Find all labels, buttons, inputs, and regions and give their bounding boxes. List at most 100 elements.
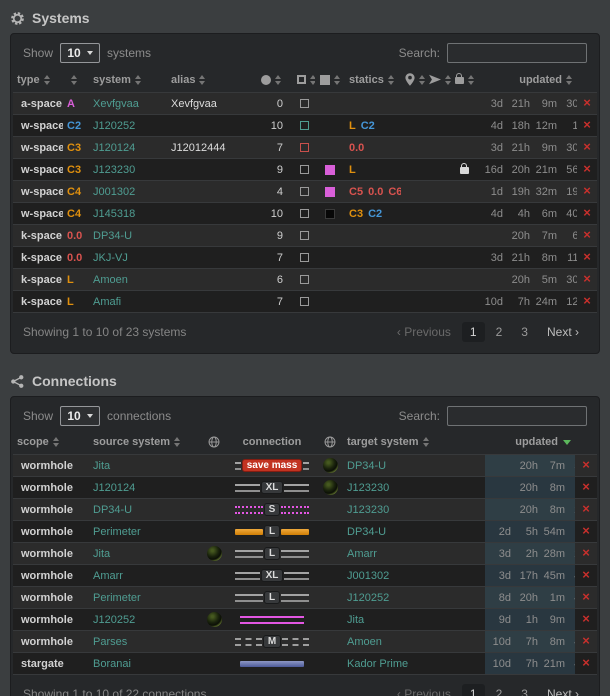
col-system-header[interactable]: system xyxy=(89,71,167,93)
connection-row[interactable]: wormhole DP34-U S J123230 20h 8m23s × xyxy=(13,498,597,521)
source-system-link[interactable]: Perimeter xyxy=(93,591,141,604)
delete-button[interactable]: × xyxy=(582,633,590,649)
delete-button[interactable]: × xyxy=(582,523,590,539)
connection-row[interactable]: stargate Boranai Kador Prime 10d 7h 21m41s × xyxy=(13,652,597,675)
col-source-globe-header[interactable] xyxy=(201,434,227,455)
source-system-link[interactable]: Parses xyxy=(93,635,128,648)
connections-page-size-select[interactable]: 10 xyxy=(60,406,101,426)
system-row[interactable]: k-space L Amafi 7 10d 7h 24m 12s × xyxy=(13,290,597,313)
col-target-header[interactable]: target system xyxy=(343,434,485,455)
delete-button[interactable]: × xyxy=(583,293,591,308)
col-type-header[interactable]: type xyxy=(13,71,63,93)
system-link[interactable]: JKJ-VJ xyxy=(93,251,128,264)
connection-row[interactable]: wormhole J120252 Jita 9d 1h 9m8s × xyxy=(13,608,597,631)
col-updated-header[interactable]: updated xyxy=(485,434,575,455)
col-target-globe-header[interactable] xyxy=(317,434,343,455)
pagination-page-2[interactable]: 2 xyxy=(495,325,503,339)
system-link[interactable]: Amafi xyxy=(93,295,122,308)
system-row[interactable]: w-space C4 J145318 10 C3 C2 4d 4h 6m 40s × xyxy=(13,202,597,225)
connections-search-input[interactable] xyxy=(447,406,587,426)
delete-button[interactable]: × xyxy=(582,611,590,627)
system-link[interactable]: J120252 xyxy=(93,119,136,132)
target-system-link[interactable]: DP34-U xyxy=(347,459,387,472)
delete-button[interactable]: × xyxy=(583,271,591,286)
col-scope-header[interactable]: scope xyxy=(13,434,89,455)
connection-row[interactable]: wormhole Jita save mass DP34-U 20h 7m53s × xyxy=(13,454,597,477)
pagination-page-1[interactable]: 1 xyxy=(461,684,485,696)
system-row[interactable]: k-space L Amoen 6 20h 5m 30s × xyxy=(13,268,597,291)
source-system-link[interactable]: Jita xyxy=(93,459,111,472)
col-pilots-header[interactable] xyxy=(249,71,293,93)
col-effect-header[interactable] xyxy=(315,71,345,93)
target-system-link[interactable]: J123230 xyxy=(347,503,390,516)
target-system-link[interactable]: Kador Prime xyxy=(347,657,409,670)
connection-row[interactable]: wormhole Jita L Amarr 3d 2h 28m24s × xyxy=(13,542,597,565)
system-link[interactable]: J001302 xyxy=(93,185,136,198)
col-interdiction-header[interactable] xyxy=(425,71,451,93)
system-row[interactable]: k-space 0.0 JKJ-VJ 7 3d 21h 8m 11s × xyxy=(13,246,597,269)
delete-button[interactable]: × xyxy=(583,117,591,132)
system-row[interactable]: a-space A Xevfgvaa Xevfgvaa 0 3d 21h 9m 30s × xyxy=(13,92,597,115)
delete-button[interactable]: × xyxy=(583,139,591,154)
pagination-next[interactable]: Next › xyxy=(546,687,579,696)
source-system-link[interactable]: DP34-U xyxy=(93,503,133,516)
system-row[interactable]: w-space C3 J123230 9 L 16d 20h 21m 56s × xyxy=(13,158,597,181)
connection-row[interactable]: wormhole Amarr XL J001302 3d 17h 45m42s × xyxy=(13,564,597,587)
pagination-page-3[interactable]: 3 xyxy=(521,325,528,339)
col-statics-header[interactable]: statics xyxy=(345,71,401,93)
delete-button[interactable]: × xyxy=(582,501,590,517)
delete-button[interactable]: × xyxy=(582,655,590,671)
col-alias-header[interactable]: alias xyxy=(167,71,249,93)
col-source-header[interactable]: source system xyxy=(89,434,201,455)
pagination-next[interactable]: Next › xyxy=(546,325,579,339)
delete-button[interactable]: × xyxy=(583,249,591,264)
pagination-previous[interactable]: ‹ Previous xyxy=(396,687,451,696)
delete-button[interactable]: × xyxy=(583,205,591,220)
connection-row[interactable]: wormhole Perimeter L DP34-U 2d 5h 54m8s × xyxy=(13,520,597,543)
system-row[interactable]: w-space C3 J120124 J12012444 7 0.0 3d 21h 9m 30s × xyxy=(13,136,597,159)
source-system-link[interactable]: Perimeter xyxy=(93,525,141,538)
source-system-link[interactable]: Amarr xyxy=(93,569,123,582)
target-system-link[interactable]: Amarr xyxy=(347,547,377,560)
delete-button[interactable]: × xyxy=(582,545,590,561)
col-rally-header[interactable] xyxy=(401,71,425,93)
pagination-page-3[interactable]: 3 xyxy=(521,687,528,696)
target-system-link[interactable]: J001302 xyxy=(347,569,390,582)
connection-row[interactable]: wormhole Parses M Amoen 10d 7h 8m44s × xyxy=(13,630,597,653)
system-link[interactable]: Xevfgvaa xyxy=(93,97,139,110)
col-locked-header[interactable] xyxy=(451,71,477,93)
system-row[interactable]: w-space C2 J120252 10 L C2 4d 18h 12m1s × xyxy=(13,114,597,137)
connection-row[interactable]: wormhole Perimeter L J120252 8d 20h 1m43s × xyxy=(13,586,597,609)
system-row[interactable]: w-space C4 J001302 4 C5 0.0 C6 1d 19h 32m 19s × xyxy=(13,180,597,203)
delete-button[interactable]: × xyxy=(582,589,590,605)
col-security-header[interactable] xyxy=(63,71,89,93)
target-system-link[interactable]: Jita xyxy=(347,613,365,626)
system-row[interactable]: k-space 0.0 DP34-U 9 20h 7m6s × xyxy=(13,224,597,247)
delete-button[interactable]: × xyxy=(582,457,590,473)
delete-button[interactable]: × xyxy=(583,227,591,242)
system-link[interactable]: J120124 xyxy=(93,141,136,154)
system-link[interactable]: Amoen xyxy=(93,273,128,286)
delete-button[interactable]: × xyxy=(583,161,591,176)
source-system-link[interactable]: J120124 xyxy=(93,481,136,494)
connection-row[interactable]: wormhole J120124 XL J123230 20h 8m4s × xyxy=(13,476,597,499)
target-system-link[interactable]: J120252 xyxy=(347,591,390,604)
system-link[interactable]: J145318 xyxy=(93,207,136,220)
col-status-header[interactable] xyxy=(293,71,315,93)
delete-button[interactable]: × xyxy=(582,479,590,495)
source-system-link[interactable]: Boranai xyxy=(93,657,131,670)
system-link[interactable]: J123230 xyxy=(93,163,136,176)
target-system-link[interactable]: DP34-U xyxy=(347,525,387,538)
system-link[interactable]: DP34-U xyxy=(93,229,133,242)
delete-button[interactable]: × xyxy=(582,567,590,583)
source-system-link[interactable]: Jita xyxy=(93,547,111,560)
systems-page-size-select[interactable]: 10 xyxy=(60,43,101,63)
delete-button[interactable]: × xyxy=(583,95,591,110)
target-system-link[interactable]: J123230 xyxy=(347,481,390,494)
source-system-link[interactable]: J120252 xyxy=(93,613,136,626)
target-system-link[interactable]: Amoen xyxy=(347,635,382,648)
pagination-previous[interactable]: ‹ Previous xyxy=(396,325,451,339)
delete-button[interactable]: × xyxy=(583,183,591,198)
col-updated-header[interactable]: updated xyxy=(477,71,577,93)
systems-search-input[interactable] xyxy=(447,43,587,63)
